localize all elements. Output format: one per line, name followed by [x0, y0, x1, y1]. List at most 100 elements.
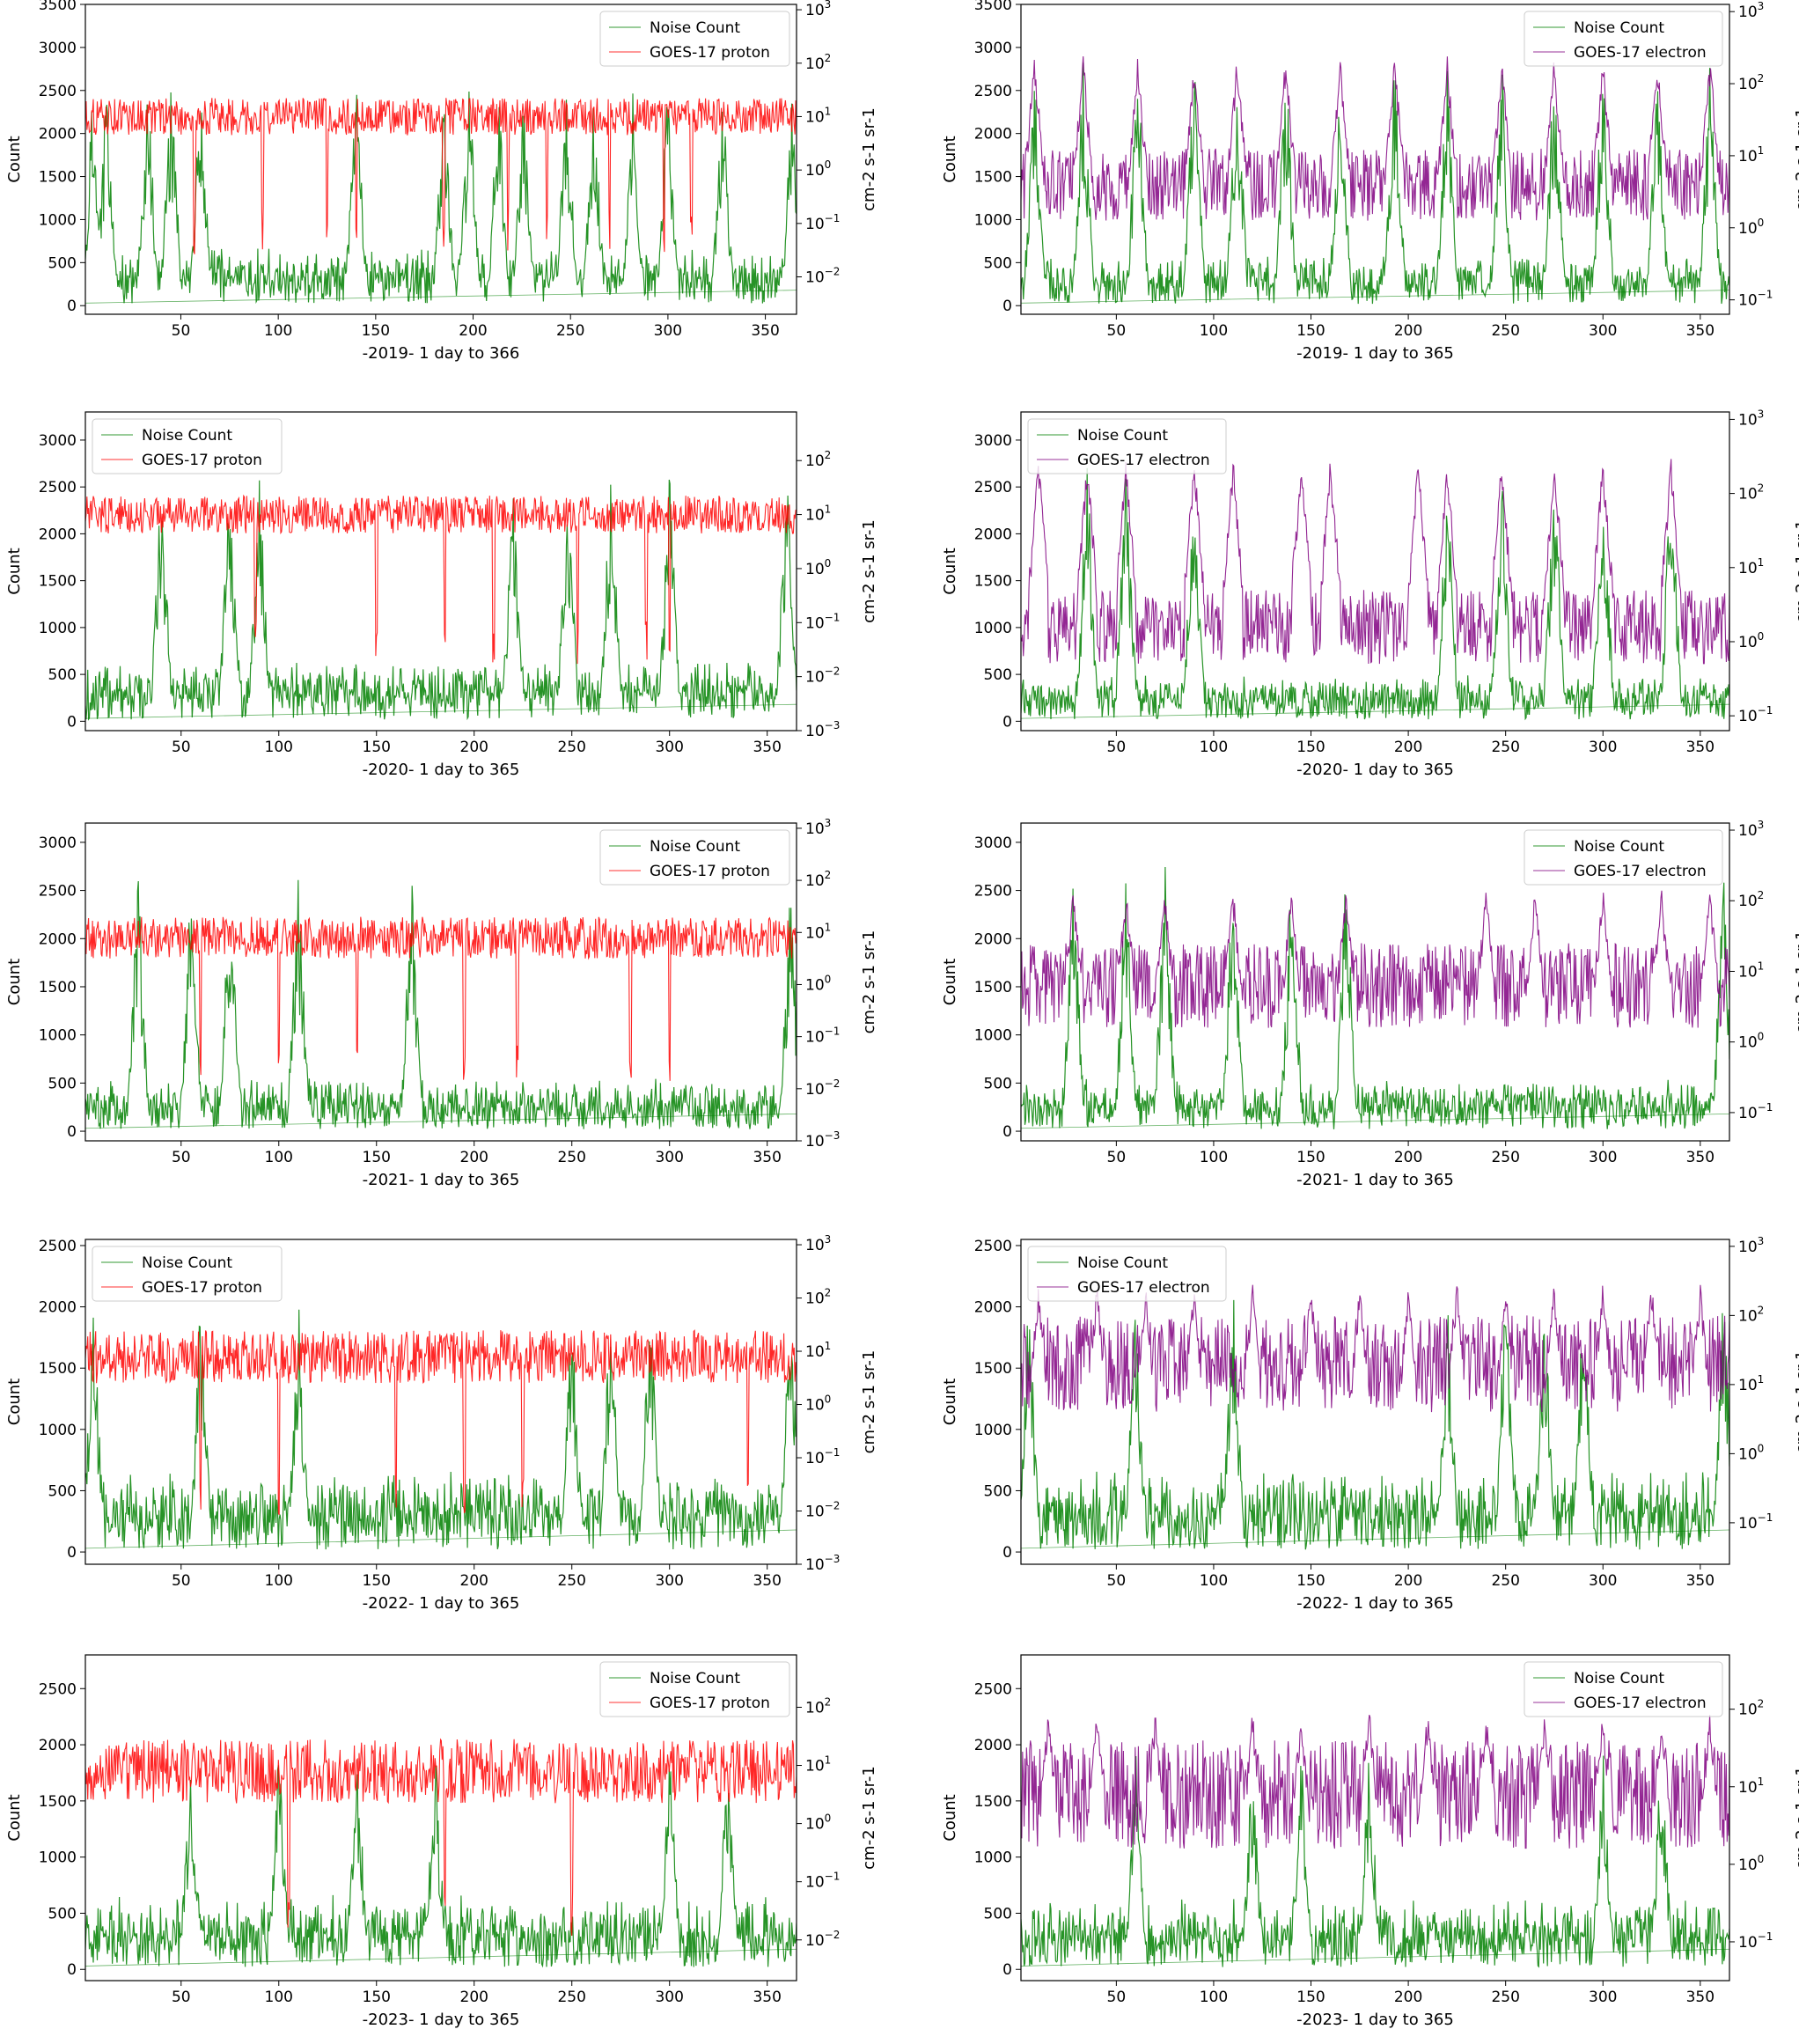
- chart-panel-7: 50 100 150 200 250 300 350 0 500 1000 1500 2000 2500…: [941, 1235, 1799, 1613]
- y-tick-label: 2000: [974, 526, 1012, 543]
- y2-tick-label: 10−2: [805, 1500, 840, 1521]
- legend-entry: Noise Count: [1574, 19, 1664, 37]
- y2-tick-label: 101: [1738, 144, 1764, 165]
- y2-tick-label: 103: [1738, 0, 1764, 21]
- y-tick-label: 2500: [39, 1680, 77, 1698]
- chart-panel-6: 50 100 150 200 250 300 350 0 500 1000 1500 2000 2500…: [5, 1233, 878, 1613]
- y-tick-label: 3500: [39, 0, 77, 14]
- x-tick-label: 300: [1589, 1572, 1617, 1590]
- x-tick-label: 350: [1686, 1572, 1715, 1590]
- axes-frame: [84, 4, 797, 315]
- x-tick-label: 350: [753, 1149, 781, 1166]
- noise-baseline-line: [84, 1529, 797, 1549]
- x-tick-label: 350: [1686, 322, 1715, 340]
- x-tick-label: 50: [1107, 739, 1127, 756]
- y-axis-label: Count: [941, 1379, 959, 1425]
- series-line-noise-count: [85, 879, 797, 1129]
- x-tick-label: 250: [557, 739, 585, 756]
- legend-entry: GOES-17 proton: [650, 44, 770, 62]
- y2-tick-label: 101: [805, 921, 831, 942]
- x-tick-label: 300: [655, 1572, 683, 1590]
- legend-entry: GOES-17 proton: [142, 1279, 262, 1297]
- axes-frame: [1020, 1654, 1730, 1982]
- y2-tick-label: 102: [805, 1695, 831, 1717]
- x-tick-label: 250: [1491, 739, 1519, 756]
- chart-panel-5: 50 100 150 200 250 300 350 0 500 1000 1500 2000 2500…: [941, 819, 1799, 1189]
- axes-frame: [84, 411, 797, 732]
- legend-box: [92, 1246, 283, 1302]
- x-axis-label: -2023- 1 day to 365: [1296, 2011, 1454, 2029]
- y-tick-label: 0: [1002, 1544, 1012, 1562]
- x-tick-label: 50: [1107, 1989, 1127, 2006]
- y-tick-label: 500: [48, 666, 77, 684]
- legend: Noise Count GOES-17 proton: [599, 11, 790, 67]
- x-tick-label: 250: [1491, 1572, 1519, 1590]
- noise-baseline-line: [84, 703, 797, 719]
- legend: Noise Count GOES-17 proton: [599, 829, 790, 886]
- x-tick-label: 150: [1296, 739, 1325, 756]
- y-tick-label: 0: [67, 1123, 77, 1141]
- y-tick-label: 2500: [39, 83, 77, 100]
- noise-baseline-line: [1020, 290, 1730, 304]
- y-tick-label: 1500: [39, 979, 77, 996]
- y-tick-label: 500: [984, 1482, 1012, 1500]
- series-line-noise-count: [1021, 866, 1729, 1129]
- series-line-noise-count: [85, 91, 797, 305]
- x-axis-label: -2022- 1 day to 365: [1296, 1594, 1454, 1613]
- x-tick-label: 200: [1394, 1149, 1422, 1166]
- x-tick-label: 250: [557, 1149, 585, 1166]
- y-tick-label: 500: [48, 1075, 77, 1092]
- y2-tick-label: 10−1: [1738, 1101, 1773, 1122]
- y-axis-label: Count: [5, 136, 24, 182]
- y-tick-label: 2500: [974, 83, 1012, 100]
- y-tick-label: 2500: [39, 883, 77, 901]
- y-tick-label: 2500: [974, 1680, 1012, 1698]
- y2-tick-label: 103: [1738, 819, 1764, 840]
- x-tick-label: 200: [1394, 322, 1422, 340]
- y-tick-label: 500: [984, 1075, 1012, 1092]
- y2-tick-label: 100: [1738, 630, 1764, 651]
- y2-tick-label: 100: [1738, 1031, 1764, 1052]
- x-tick-label: 300: [1589, 1989, 1617, 2006]
- y-axis-label: Count: [941, 136, 959, 182]
- legend-entry: GOES-17 electron: [1574, 1695, 1707, 1712]
- x-tick-label: 50: [172, 739, 191, 756]
- x-tick-label: 250: [557, 1989, 585, 2006]
- x-tick-label: 200: [460, 1989, 488, 2006]
- chart-panel-9: 50 100 150 200 250 300 350 0 500 1000 1500 2000 2500…: [941, 1654, 1799, 2029]
- y2-tick-label: 102: [1738, 72, 1764, 93]
- y-tick-label: 3500: [974, 0, 1012, 14]
- x-tick-label: 50: [1107, 1572, 1127, 1590]
- chart-panel-0: 50 100 150 200 250 300 35005001000150020002500…: [5, 0, 878, 363]
- x-tick-label: 300: [655, 1989, 683, 2006]
- y2-tick-label: 101: [1738, 1373, 1764, 1394]
- y-tick-label: 0: [67, 713, 77, 731]
- y-tick-label: 1000: [974, 1422, 1012, 1439]
- y2-tick-label: 100: [805, 1812, 831, 1834]
- noise-baseline-line: [1020, 703, 1730, 719]
- series-line-noise-count: [1021, 467, 1729, 721]
- y-tick-label: 0: [67, 1961, 77, 1979]
- chart-panel-3: 50 100 150 200 250 300 350 0 500 1000 1500 2000 2500…: [941, 408, 1799, 779]
- x-tick-label: 100: [264, 322, 292, 340]
- y2-tick-label: 10−2: [805, 1077, 840, 1099]
- x-tick-label: 300: [655, 739, 683, 756]
- series-line-noise-count: [85, 479, 797, 721]
- series-line-goes-17-electron: [1021, 890, 1729, 1028]
- x-tick-label: 100: [1200, 1149, 1228, 1166]
- x-tick-label: 100: [265, 1572, 293, 1590]
- y-tick-label: 2500: [974, 883, 1012, 901]
- y2-tick-label: 100: [1738, 1853, 1764, 1874]
- y2-tick-label: 10−3: [805, 1129, 840, 1151]
- y2-axis-label: cm-2 s-1 sr-1: [1793, 107, 1799, 211]
- y2-tick-label: 10−2: [805, 1929, 840, 1950]
- y-tick-label: 1500: [39, 1360, 77, 1378]
- y-tick-label: 500: [48, 1905, 77, 1923]
- y2-axis-label: cm-2 s-1 sr-1: [860, 1766, 878, 1870]
- x-tick-label: 300: [654, 322, 682, 340]
- y-axis-label: Count: [5, 548, 24, 594]
- noise-baseline-line: [1020, 1113, 1730, 1129]
- y2-tick-label: 100: [805, 158, 831, 180]
- legend-box: [1027, 1246, 1227, 1302]
